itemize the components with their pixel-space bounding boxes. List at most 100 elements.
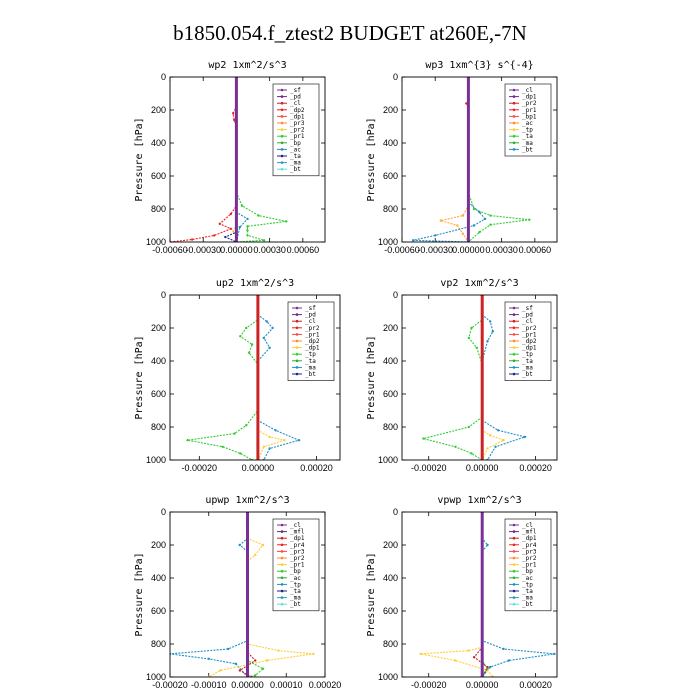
legend-marker xyxy=(280,167,284,171)
series-line-pr1 xyxy=(438,77,469,242)
data-point xyxy=(422,437,425,440)
legend-entry: _pr2 xyxy=(522,100,537,107)
legend-entry: _pr1 xyxy=(305,331,320,338)
plot-frame xyxy=(401,294,558,461)
x-tick-label: 0.00020 xyxy=(309,680,342,690)
legend-marker xyxy=(512,556,516,560)
data-point xyxy=(261,667,265,670)
legend-marker xyxy=(280,101,284,105)
data-point xyxy=(246,225,249,228)
y-tick-label: 200 xyxy=(383,323,398,333)
legend-marker xyxy=(280,536,284,540)
legend-marker xyxy=(512,346,516,349)
data-point xyxy=(312,652,315,656)
panel-title: vp2 1xm^2/s^3 xyxy=(440,278,518,289)
legend-box xyxy=(504,83,552,157)
legend-marker xyxy=(512,563,516,566)
x-tick-label: -0.00060 xyxy=(384,245,420,255)
legend-entry: _ta xyxy=(290,153,301,160)
legend-entry: _ta xyxy=(305,358,316,365)
legend-entry: _dp1 xyxy=(290,535,305,542)
data-point xyxy=(472,207,476,211)
legend-marker xyxy=(280,115,284,118)
x-tick-label: 0.00000 xyxy=(231,680,264,690)
legend-marker xyxy=(280,569,284,573)
data-point xyxy=(483,217,487,221)
y-tick-label: 600 xyxy=(151,171,166,181)
y-tick-label: 600 xyxy=(383,606,398,616)
legend-entry: _dp2 xyxy=(305,338,320,345)
y-tick-label: 400 xyxy=(151,138,166,148)
legend-marker xyxy=(512,134,516,138)
legend-entry: _bp xyxy=(522,568,533,575)
legend-entry: _ma xyxy=(305,364,316,371)
data-point xyxy=(231,112,235,115)
legend-marker xyxy=(512,88,516,92)
data-point xyxy=(246,234,249,237)
data-point xyxy=(486,543,489,547)
data-point xyxy=(523,435,527,439)
legend-entry: _mfl xyxy=(522,529,537,536)
y-tick-label: 1000 xyxy=(146,237,166,247)
legend-entry: _ma xyxy=(522,595,533,602)
legend-entry: _pr3 xyxy=(522,548,537,555)
y-tick-label: 800 xyxy=(383,204,398,214)
x-tick-label: 0.00000 xyxy=(466,680,499,690)
data-point xyxy=(486,669,489,672)
x-tick-label: 0.00060 xyxy=(287,245,320,255)
y-tick-label: 1000 xyxy=(378,455,398,465)
data-point xyxy=(254,659,257,662)
y-tick-label: 600 xyxy=(151,606,166,616)
legend-entry: _pr1 xyxy=(522,107,537,114)
legend-entry: _ta xyxy=(522,588,533,595)
legend-marker xyxy=(280,154,284,158)
x-tick-label: 0.00020 xyxy=(519,680,552,690)
legend-marker xyxy=(512,339,516,343)
series-line-tp xyxy=(481,512,555,677)
data-point xyxy=(434,234,437,237)
legend-entry: _cl xyxy=(522,318,533,325)
legend-entry: _pr1 xyxy=(522,331,537,338)
legend-entry: _bt xyxy=(290,601,301,608)
data-point xyxy=(245,424,248,427)
plot-frame xyxy=(401,76,558,243)
legend-marker xyxy=(512,530,516,533)
series-line-pr1 xyxy=(481,295,505,460)
data-point xyxy=(224,235,227,239)
series-line-tp xyxy=(412,77,486,242)
x-tick-label: 0.00030 xyxy=(485,245,518,255)
data-point xyxy=(268,447,271,450)
y-tick-label: 400 xyxy=(383,573,398,583)
legend-entry: _tp xyxy=(522,581,533,588)
y-tick-label: 800 xyxy=(383,422,398,432)
panel-title: wp2 1xm^2/s^3 xyxy=(208,60,286,71)
data-point xyxy=(213,234,216,237)
data-point xyxy=(265,320,268,323)
data-point xyxy=(488,665,492,669)
y-tick-label: 1000 xyxy=(146,455,166,465)
data-point xyxy=(497,429,500,432)
panel-6: vpwp 1xm^2/s^3 Pressure [hPa] 0 200 400 600 80… xyxy=(366,495,558,690)
legend-marker xyxy=(280,576,284,580)
x-tick-label: 0.00000 xyxy=(220,245,253,255)
legend-entry: _dp1 xyxy=(290,113,305,120)
legend-marker xyxy=(512,326,516,330)
data-point xyxy=(221,445,224,448)
legend-marker xyxy=(280,141,284,145)
y-tick-label: 1000 xyxy=(378,237,398,247)
data-point xyxy=(467,649,471,652)
legend-marker xyxy=(280,596,284,599)
data-point xyxy=(238,225,241,229)
data-point xyxy=(246,217,249,221)
legend-entry: _sf xyxy=(305,305,316,312)
legend-marker xyxy=(512,359,516,363)
data-point xyxy=(470,326,473,330)
y-tick-label: 1000 xyxy=(378,672,398,682)
data-point xyxy=(502,439,505,442)
legend-marker xyxy=(295,339,299,343)
y-tick-label: 400 xyxy=(383,356,398,366)
data-point xyxy=(419,652,422,656)
legend-entry: _pr2 xyxy=(305,325,320,332)
legend-entry: _ma xyxy=(290,595,301,602)
